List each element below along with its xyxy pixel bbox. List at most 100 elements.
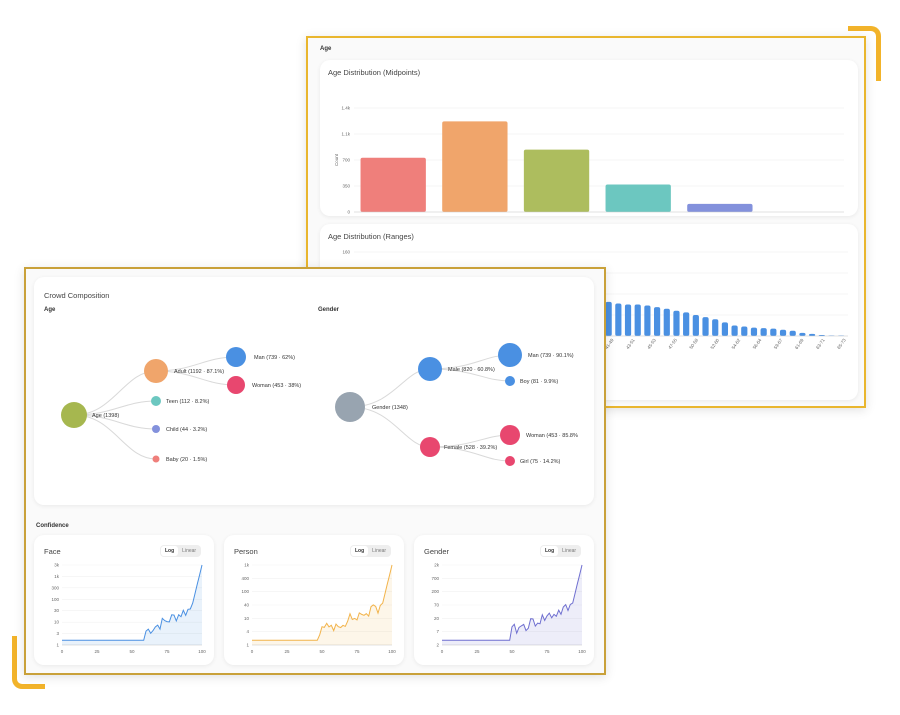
bar <box>687 203 753 212</box>
man-node[interactable] <box>498 343 522 367</box>
y-tick-label: 700 <box>431 576 439 581</box>
x-tick-label: 47-55 <box>667 337 678 350</box>
bar <box>692 315 699 336</box>
y-tick-label: 10 <box>244 616 250 621</box>
female-node[interactable] <box>420 437 440 457</box>
boy-label: Boy (81 · 9.9%) <box>520 379 558 385</box>
bar <box>731 325 738 336</box>
log-toggle[interactable]: Log <box>541 546 559 556</box>
linear-toggle[interactable]: Linear <box>182 548 197 554</box>
bar <box>750 327 758 336</box>
series-line <box>442 564 583 641</box>
bar <box>789 330 796 336</box>
x-tick-label: 100 <box>388 649 396 654</box>
x-tick-label: 41-49 <box>604 337 615 350</box>
baby-node[interactable] <box>152 455 160 463</box>
bar <box>779 329 787 336</box>
log-toggle[interactable]: Log <box>351 546 369 556</box>
x-tick-label: 65-73 <box>836 337 847 350</box>
corner-decoration <box>12 636 45 689</box>
x-tick-label: 61-69 <box>794 337 805 350</box>
bar <box>702 317 709 336</box>
age-midpoints-card: Age Distribution (Midpoints) 0 350 700 1.1k… <box>320 60 858 216</box>
bar <box>712 319 719 336</box>
composition-trees: Age (1398) Adult (1192 · 87.1%) Teen (11… <box>61 343 578 466</box>
y-tick-label: 7 <box>436 629 439 634</box>
man-label: Man (739 · 62%) <box>254 355 295 361</box>
y-axis-label: Count <box>334 153 339 166</box>
x-tick-label: 50 <box>319 649 325 654</box>
x-tick-label: 63-71 <box>815 337 826 350</box>
y-tick-label: 0 <box>347 210 350 215</box>
man-node[interactable] <box>226 347 246 367</box>
bar <box>770 328 777 336</box>
card-title: Age Distribution (Ranges) <box>328 232 414 241</box>
y-tick-label: 30 <box>54 608 60 613</box>
baby-label: Baby (20 · 1.5%) <box>166 457 207 463</box>
woman-label: Woman (453 · 38%) <box>252 383 301 389</box>
face-confidence-chart: 1 3 10 30 100 300 1k 3k 0 25 50 75 100 <box>51 563 206 655</box>
bar <box>605 301 612 336</box>
scale-toggle: Log Linear <box>160 545 202 557</box>
x-tick-label: 100 <box>198 649 206 654</box>
age-root-label: Age (1398) <box>92 413 119 419</box>
y-tick-label: 100 <box>241 589 249 594</box>
linear-toggle[interactable]: Linear <box>372 548 387 554</box>
crowd-composition-card: Crowd Composition Age Gender <box>34 277 594 505</box>
woman-node[interactable] <box>227 376 245 394</box>
person-confidence-card: Person Log Linear 1 4 10 40 100 400 1k 0 25 50 75 1… <box>224 535 404 665</box>
bar <box>673 310 680 336</box>
x-tick-label: 52-60 <box>709 337 720 350</box>
gender-confidence-card: Gender Log Linear 2 7 20 70 200 700 2k 0 25 50 75 1… <box>414 535 594 665</box>
bar <box>360 157 426 212</box>
girl-node[interactable] <box>505 456 515 466</box>
woman-node[interactable] <box>500 425 520 445</box>
crowd-composition-panel: Crowd Composition Age Gender <box>24 267 606 675</box>
child-node[interactable] <box>152 425 160 433</box>
x-tick-label: 25 <box>284 649 290 654</box>
adult-node[interactable] <box>144 359 168 383</box>
series-line <box>62 564 203 641</box>
teen-label: Teen (112 · 8.2%) <box>166 399 209 405</box>
bar <box>663 308 670 336</box>
y-tick-label: 20 <box>434 616 440 621</box>
female-label: Female (528 · 39.2%) <box>444 445 497 451</box>
bar <box>721 322 729 336</box>
card-title: Face <box>44 547 61 556</box>
child-label: Child (44 · 3.2%) <box>166 427 207 433</box>
card-title: Gender <box>424 547 450 556</box>
x-tick-label: 0 <box>61 649 64 654</box>
bar <box>741 326 748 336</box>
linear-toggle[interactable]: Linear <box>562 548 577 554</box>
boy-node[interactable] <box>505 376 515 386</box>
gender-root-node[interactable] <box>335 392 365 422</box>
bar <box>644 305 651 336</box>
area-fill <box>442 565 582 645</box>
y-tick-label: 2 <box>436 643 439 648</box>
log-toggle[interactable]: Log <box>161 546 179 556</box>
y-tick-label: 100 <box>51 597 59 602</box>
card-title: Age Distribution (Midpoints) <box>328 68 421 77</box>
woman-label: Woman (453 · 85.8% <box>526 433 578 439</box>
x-tick-label: 43-51 <box>625 337 636 350</box>
age-root-node[interactable] <box>61 402 87 428</box>
confidence-label: Confidence <box>36 523 69 529</box>
gender-label: Gender <box>318 307 340 313</box>
card-title: Person <box>234 547 258 556</box>
y-tick-label: 1 <box>56 643 59 648</box>
x-tick-label: 54-62 <box>731 337 742 350</box>
man-label: Man (739 · 90.1%) <box>528 353 574 359</box>
x-tick-label: 0 <box>251 649 254 654</box>
male-node[interactable] <box>418 357 442 381</box>
age-label: Age <box>44 307 56 313</box>
scale-toggle: Log Linear <box>350 545 392 557</box>
y-tick-label: 700 <box>342 158 350 163</box>
male-label: Male (820 · 60.8%) <box>448 367 495 373</box>
teen-node[interactable] <box>151 396 161 406</box>
series-line <box>252 564 393 641</box>
x-tick-label: 50 <box>509 649 515 654</box>
scale-toggle: Log Linear <box>540 545 582 557</box>
person-confidence-chart: 1 4 10 40 100 400 1k 0 25 50 75 100 <box>241 563 396 655</box>
y-tick-label: 3k <box>54 563 60 568</box>
